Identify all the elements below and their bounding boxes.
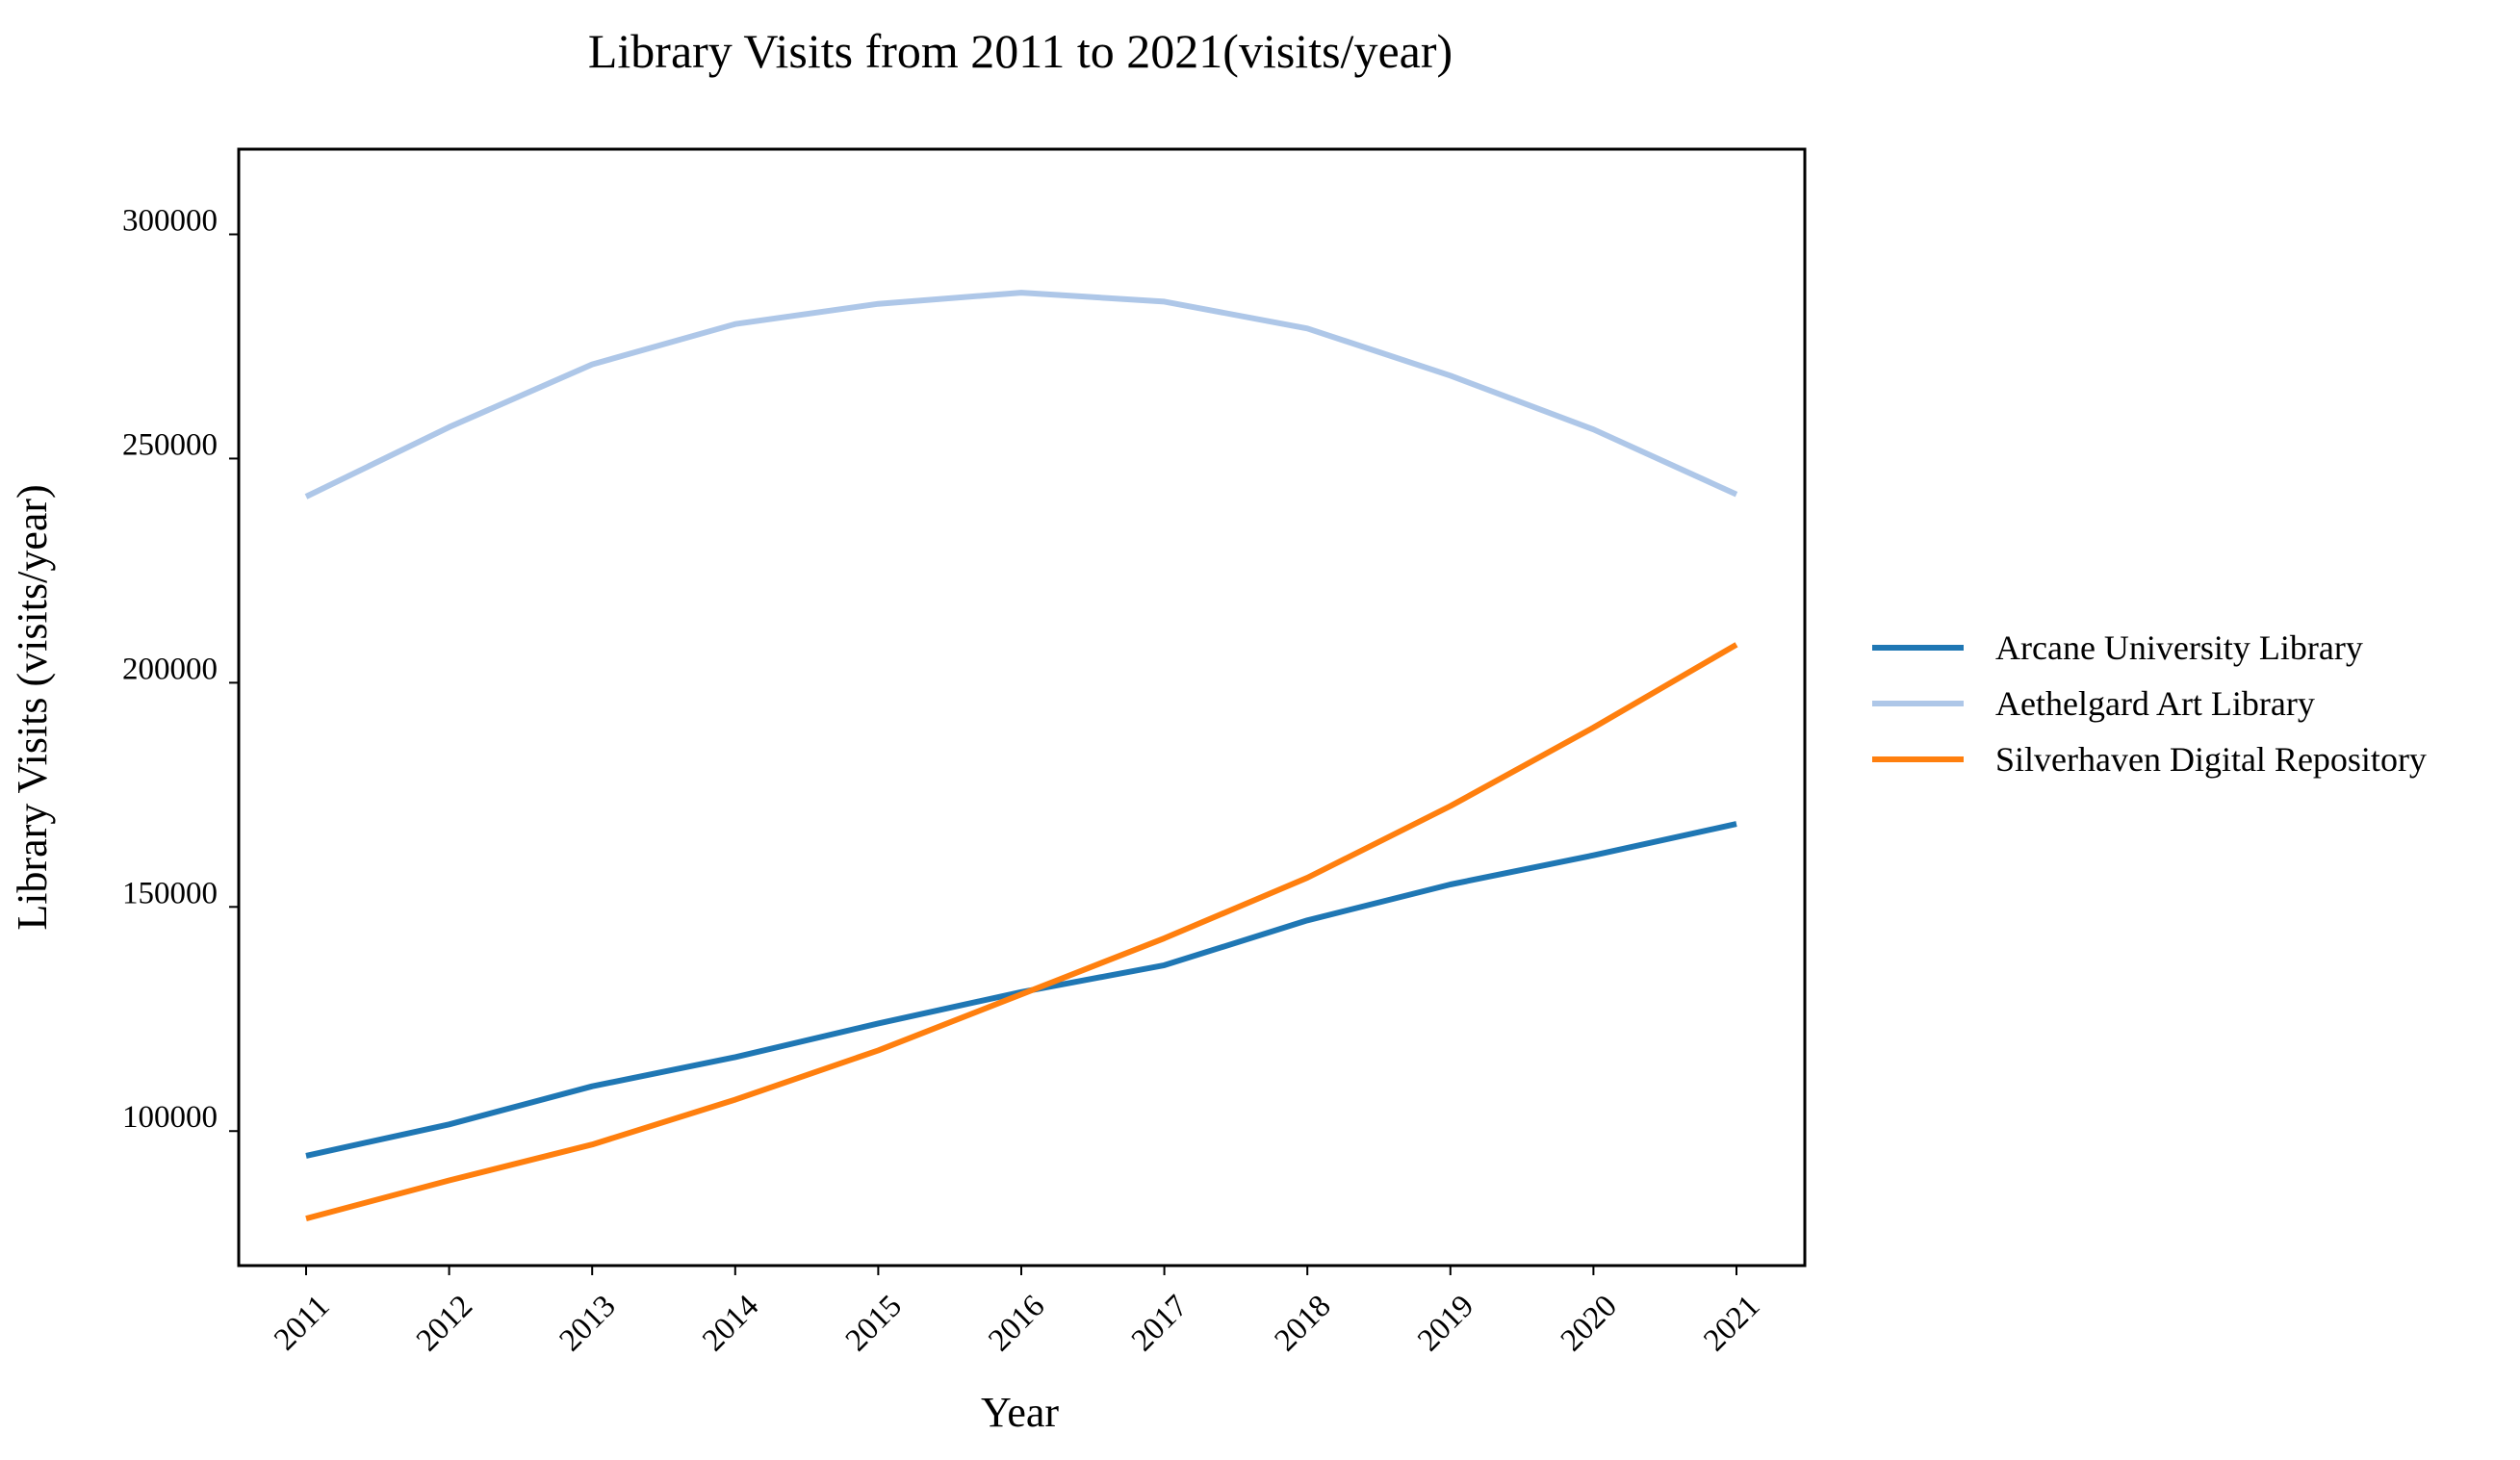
chart-title: Library Visits from 2011 to 2021(visits/… [588, 24, 1453, 78]
y-tick-label: 100000 [122, 1100, 218, 1135]
x-tick-label: 2013 [553, 1289, 623, 1358]
legend-entry-label: Arcane University Library [1995, 628, 2363, 667]
series-line [304, 290, 1738, 499]
x-tick-label: 2021 [1697, 1289, 1766, 1358]
x-tick-label: 2020 [1555, 1289, 1624, 1358]
y-axis-label: Library Visits (visits/year) [9, 484, 56, 930]
x-axis: 2011 2012 2013 2014 2015 2016 2017 2018 2019 2020… [268, 1266, 1767, 1358]
y-tick-label: 200000 [122, 652, 218, 686]
x-tick-label: 2017 [1125, 1289, 1195, 1358]
x-tick-label: 2012 [410, 1289, 479, 1358]
series-lines [304, 290, 1738, 1221]
series-line [305, 821, 1737, 1159]
legend: Arcane University Library Aethelgard Art … [1872, 628, 2427, 779]
y-tick-label: 150000 [122, 876, 218, 910]
x-tick-label: 2011 [268, 1289, 336, 1357]
x-tick-label: 2016 [982, 1289, 1051, 1358]
legend-entry-label: Silverhaven Digital Repository [1995, 740, 2427, 779]
x-tick-label: 2019 [1411, 1289, 1480, 1358]
x-tick-label: 2014 [696, 1289, 765, 1358]
y-tick-label: 250000 [122, 427, 218, 462]
y-tick-label: 300000 [122, 204, 218, 239]
x-axis-label: Year [981, 1389, 1059, 1436]
series-line [305, 642, 1738, 1221]
plot-area-frame [237, 147, 1807, 1268]
x-tick-label: 2015 [839, 1289, 909, 1358]
y-axis: 100000 150000 200000 250000 300000 [122, 204, 239, 1135]
x-tick-label: 2018 [1269, 1289, 1338, 1358]
legend-entry-label: Aethelgard Art Library [1995, 684, 2315, 723]
